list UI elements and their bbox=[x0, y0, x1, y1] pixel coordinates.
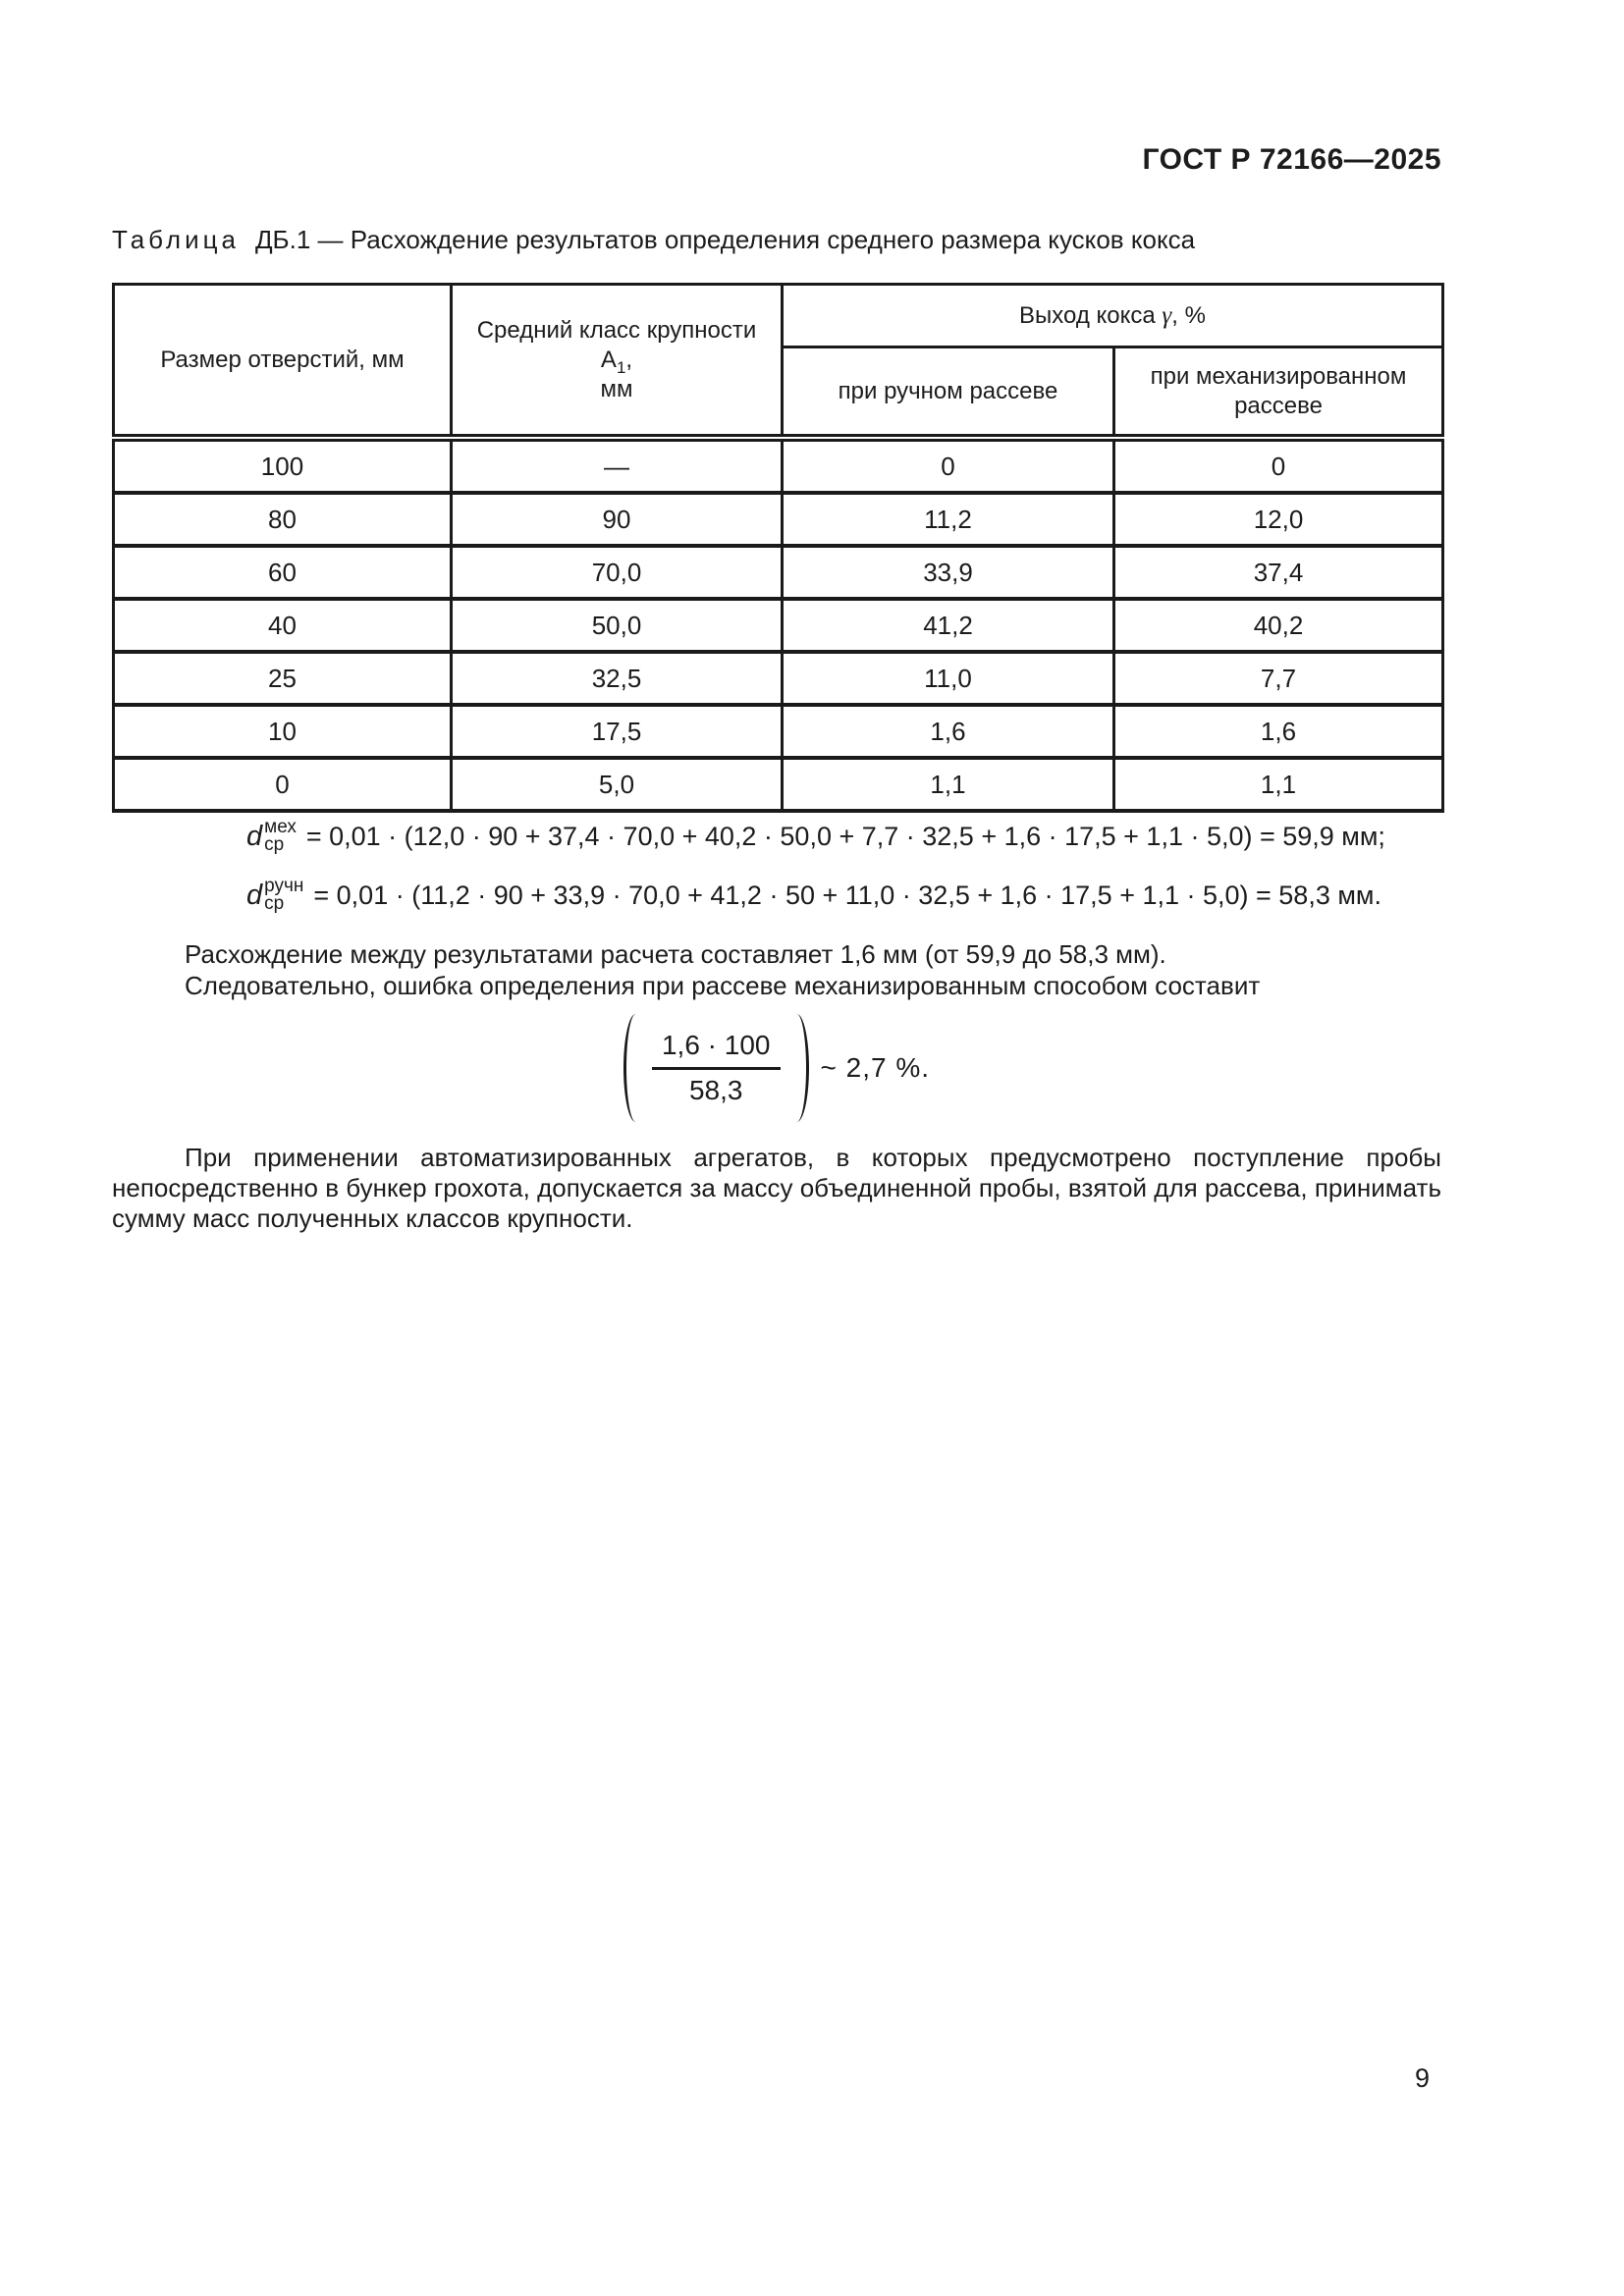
formula-body: = 0,01 · (12,0 · 90 + 37,4 · 70,0 + 40,2… bbox=[305, 821, 1385, 851]
formula-subscript: ср bbox=[264, 834, 285, 855]
table-cell: 1,6 bbox=[781, 703, 1115, 760]
fraction-numerator: 1,6 · 100 bbox=[651, 1030, 781, 1070]
table-row: 0 5,0 1,1 1,1 bbox=[112, 756, 1444, 813]
table-caption-text: ДБ.1 — Расхождение результатов определен… bbox=[254, 225, 1196, 254]
table-cell: 0 bbox=[112, 756, 453, 813]
table-cell: 40,2 bbox=[1112, 597, 1444, 654]
col-header-avg-class-label: Средний класс крупности А bbox=[476, 316, 757, 373]
fraction-formula: 1,6 · 100 58,3 ~ 2,7 %. bbox=[112, 1014, 1441, 1122]
formula-superscript: ручн bbox=[264, 876, 304, 896]
col-header-hole-size-label: Размер отверстий, мм bbox=[160, 346, 405, 373]
gamma-symbol: γ bbox=[1162, 301, 1172, 329]
table-cell: 12,0 bbox=[1112, 491, 1444, 548]
table-cell: 33,9 bbox=[781, 544, 1115, 601]
table-header-row-1: Размер отверстий, мм Средний класс крупн… bbox=[112, 283, 1444, 442]
table-cell: — bbox=[450, 436, 784, 495]
formula-d-letter: d bbox=[246, 820, 263, 852]
table-cell: 11,0 bbox=[781, 650, 1115, 707]
table-cell: 0 bbox=[781, 436, 1115, 495]
formula-mechanized-mean-size: d мех ср = 0,01 · (12,0 · 90 + 37,4 · 70… bbox=[246, 815, 1385, 858]
paragraph-discrepancy: Расхождение между результатами расчета с… bbox=[185, 939, 1166, 969]
paragraph-therefore: Следовательно, ошибка определения при ра… bbox=[185, 971, 1261, 1000]
coke-size-table: Размер отверстий, мм Средний класс крупн… bbox=[112, 283, 1444, 813]
table-cell: 60 bbox=[112, 544, 453, 601]
table-cell: 80 bbox=[112, 491, 453, 548]
right-paren-icon bbox=[785, 1014, 809, 1122]
formula-variable-d-mech: d мех ср bbox=[246, 817, 297, 855]
table-header-row-2: при ручном рассеве при механизированном … bbox=[114, 346, 1444, 442]
table-cell: 1,1 bbox=[1112, 756, 1444, 813]
page-number: 9 bbox=[1414, 2063, 1430, 2093]
table-caption-label: Таблица bbox=[112, 225, 240, 254]
formula-d-scripts: ручн ср bbox=[264, 876, 304, 914]
table-cell: 0 bbox=[1112, 436, 1444, 495]
table-cell: 1,1 bbox=[781, 756, 1115, 813]
table-cell: 41,2 bbox=[781, 597, 1115, 654]
table-cell: 90 bbox=[450, 491, 784, 548]
col-header-avg-class-units: мм bbox=[600, 375, 633, 402]
table-cell: 1,6 bbox=[1112, 703, 1444, 760]
formula-body: = 0,01 · (11,2 · 90 + 33,9 · 70,0 + 41,2… bbox=[313, 880, 1381, 910]
table-cell: 5,0 bbox=[450, 756, 784, 813]
col-header-mechanized-sieving: при механизированном рассеве bbox=[1112, 346, 1444, 442]
col-header-manual-sieving: при ручном рассеве bbox=[781, 346, 1115, 442]
table-cell: 100 bbox=[112, 436, 453, 495]
table-cell: 50,0 bbox=[450, 597, 784, 654]
table-row: 80 90 11,2 12,0 bbox=[112, 491, 1444, 548]
table-caption: Таблица ДБ.1 — Расхождение результатов оп… bbox=[112, 225, 1441, 255]
col-header-avg-class: Средний класс крупности А1, мм bbox=[450, 283, 784, 442]
left-paren-icon bbox=[623, 1014, 648, 1122]
document-title: ГОСТ Р 72166—2025 bbox=[1142, 143, 1441, 176]
table-row: 25 32,5 11,0 7,7 bbox=[112, 650, 1444, 707]
table-cell: 70,0 bbox=[450, 544, 784, 601]
paragraph-automated-units: При применении автоматизированных агрега… bbox=[112, 1143, 1441, 1233]
formula-variable-d-manual: d ручн ср bbox=[246, 876, 304, 914]
table-row: 60 70,0 33,9 37,4 bbox=[112, 544, 1444, 601]
yield-group-prefix: Выход кокса bbox=[1019, 301, 1163, 329]
fraction-denominator: 58,3 bbox=[688, 1075, 743, 1105]
avg-class-subscript: 1 bbox=[616, 357, 626, 377]
table-row: 40 50,0 41,2 40,2 bbox=[112, 597, 1444, 654]
formula-superscript: мех bbox=[264, 817, 297, 837]
table-cell: 17,5 bbox=[450, 703, 784, 760]
table-cell: 7,7 bbox=[1112, 650, 1444, 707]
formula-manual-mean-size: d ручн ср = 0,01 · (11,2 · 90 + 33,9 · 7… bbox=[246, 874, 1381, 917]
table-cell: 40 bbox=[112, 597, 453, 654]
table-cell: 10 bbox=[112, 703, 453, 760]
table-row: 10 17,5 1,6 1,6 bbox=[112, 703, 1444, 760]
formula-d-scripts: мех ср bbox=[264, 817, 297, 855]
col-header-hole-size: Размер отверстий, мм bbox=[112, 283, 453, 442]
fraction: 1,6 · 100 58,3 bbox=[651, 1030, 781, 1106]
fraction-result: ~ 2,7 %. bbox=[820, 1052, 931, 1083]
avg-class-comma: , bbox=[625, 346, 633, 373]
formula-d-letter: d bbox=[246, 879, 263, 911]
table-cell: 25 bbox=[112, 650, 453, 707]
table-cell: 11,2 bbox=[781, 491, 1115, 548]
formula-subscript: ср bbox=[264, 893, 285, 914]
col-header-yield-group: Выход кокса γ, % bbox=[781, 283, 1444, 348]
table-row: 100 — 0 0 bbox=[112, 436, 1444, 495]
table-cell: 32,5 bbox=[450, 650, 784, 707]
yield-group-suffix: , % bbox=[1171, 301, 1206, 329]
table-cell: 37,4 bbox=[1112, 544, 1444, 601]
